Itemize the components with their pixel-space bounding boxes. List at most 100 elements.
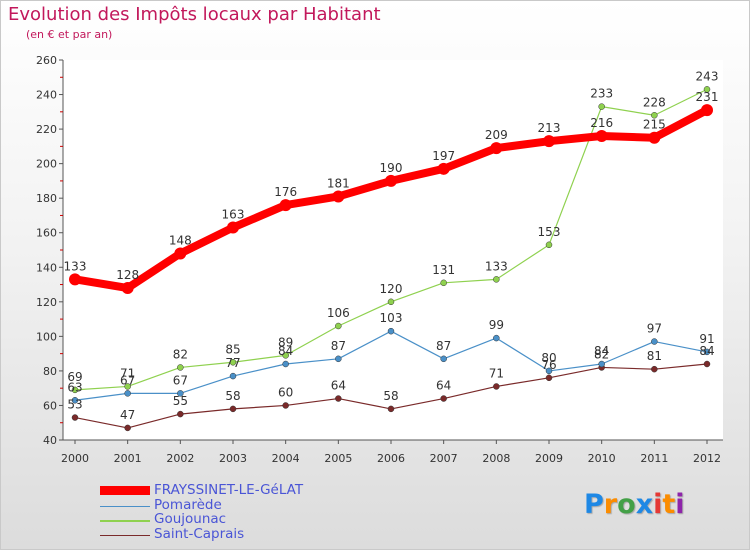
- y-tick-label: 180: [36, 192, 57, 205]
- data-label: 215: [643, 118, 666, 132]
- data-point: [124, 383, 131, 390]
- data-point: [493, 383, 500, 390]
- data-point: [651, 112, 658, 119]
- y-tick-label: 220: [36, 123, 57, 136]
- data-label: 89: [278, 335, 293, 349]
- data-point: [545, 241, 553, 249]
- data-label: 148: [169, 233, 192, 247]
- data-label: 76: [541, 358, 556, 372]
- data-point: [121, 282, 134, 294]
- data-label: 91: [699, 332, 714, 346]
- data-point: [335, 355, 342, 363]
- data-point: [335, 322, 342, 330]
- data-point: [440, 395, 447, 402]
- logo-letter: t: [662, 489, 676, 520]
- legend-label: Saint-Caprais: [154, 525, 245, 542]
- data-label: 82: [173, 347, 188, 361]
- data-point: [229, 405, 237, 413]
- data-point: [387, 327, 395, 335]
- data-label: 133: [64, 259, 87, 273]
- logo-letter: P: [584, 489, 604, 520]
- data-label: 243: [696, 69, 719, 83]
- data-point: [648, 131, 661, 144]
- data-label: 80: [541, 351, 556, 365]
- x-tick-label: 2001: [114, 452, 142, 465]
- data-label: 67: [173, 373, 188, 387]
- data-point: [387, 298, 395, 306]
- data-label: 71: [489, 366, 504, 380]
- data-label: 213: [538, 121, 561, 135]
- data-label: 190: [380, 161, 403, 175]
- logo-letter: x: [635, 489, 654, 520]
- data-label: 77: [225, 356, 240, 370]
- x-tick-label: 2011: [640, 452, 668, 465]
- data-label: 87: [436, 339, 451, 353]
- data-label: 84: [699, 344, 714, 358]
- logo-letter: i: [653, 489, 663, 520]
- logo-letter: i: [675, 489, 685, 520]
- data-point: [71, 397, 79, 404]
- data-label: 69: [67, 370, 82, 384]
- x-tick-label: 2003: [219, 452, 247, 465]
- legend-label: Pomarède: [154, 496, 222, 513]
- data-point: [545, 374, 553, 382]
- data-label: 97: [647, 322, 662, 336]
- chart-title: Evolution des Impôts locaux par Habitant: [8, 4, 381, 25]
- x-tick-label: 2007: [430, 452, 458, 465]
- data-point: [598, 360, 605, 368]
- data-point: [335, 395, 342, 402]
- legend-swatch: [100, 505, 150, 507]
- data-point: [71, 414, 79, 421]
- data-point: [493, 276, 500, 283]
- x-tick-label: 2012: [693, 452, 721, 465]
- data-label: 63: [67, 380, 82, 394]
- logo-letter: r: [603, 489, 618, 520]
- data-label: 216: [590, 116, 613, 130]
- data-label: 67: [120, 373, 135, 387]
- data-point: [440, 279, 447, 287]
- data-point: [387, 405, 395, 413]
- y-tick-label: 60: [43, 399, 57, 412]
- data-point: [174, 247, 187, 260]
- data-point: [282, 360, 289, 368]
- data-point: [71, 386, 79, 394]
- data-label: 87: [331, 339, 346, 353]
- x-tick-label: 2000: [61, 452, 89, 465]
- data-point: [595, 130, 608, 142]
- data-point: [703, 86, 711, 93]
- data-label: 53: [67, 398, 82, 412]
- x-tick-label: 2010: [588, 452, 616, 465]
- data-point: [703, 348, 711, 356]
- data-label: 231: [696, 90, 719, 104]
- data-point: [493, 334, 500, 342]
- x-tick-label: 2008: [482, 452, 510, 465]
- logo-letter: o: [617, 489, 636, 520]
- data-label: 120: [380, 282, 403, 296]
- data-label: 176: [274, 185, 297, 199]
- data-point: [282, 352, 289, 359]
- data-point: [229, 372, 237, 380]
- data-label: 128: [116, 268, 139, 282]
- data-point: [598, 103, 605, 110]
- x-tick-label: 2002: [166, 452, 194, 465]
- data-label: 47: [120, 408, 135, 422]
- data-label: 64: [436, 379, 451, 393]
- data-label: 71: [120, 366, 135, 380]
- legend-swatch: [100, 520, 150, 522]
- y-tick-label: 200: [36, 158, 57, 171]
- data-label: 99: [489, 318, 504, 332]
- data-label: 197: [432, 149, 455, 163]
- y-tick-label: 140: [36, 261, 57, 274]
- y-tick-label: 240: [36, 89, 57, 102]
- legend-swatch: [100, 534, 150, 536]
- legend-swatch: [100, 486, 150, 495]
- data-point: [437, 162, 450, 175]
- data-point: [69, 273, 81, 286]
- data-label: 163: [222, 208, 245, 222]
- chart-subtitle: (en € et par an): [26, 28, 113, 41]
- y-tick-label: 260: [36, 54, 57, 67]
- data-point: [332, 190, 345, 203]
- data-label: 103: [380, 311, 403, 325]
- data-label: 228: [643, 95, 666, 109]
- data-label: 55: [173, 394, 188, 408]
